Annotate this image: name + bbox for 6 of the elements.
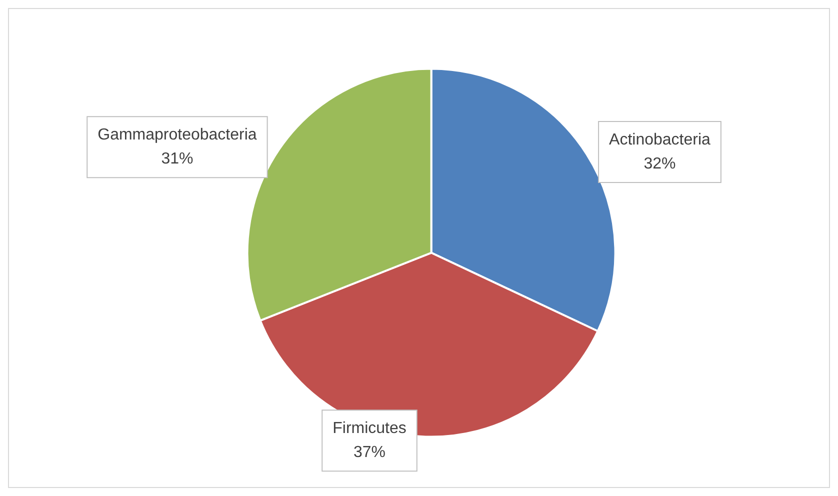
- data-label: 32%: [644, 156, 676, 173]
- slice-label: Actinobacteria: [609, 132, 711, 149]
- data-label: 37%: [353, 444, 386, 462]
- data-label: 31%: [161, 150, 194, 168]
- slice-label: Gammaproteobacteria: [98, 126, 257, 144]
- slice-label: Firmicutes: [332, 420, 406, 438]
